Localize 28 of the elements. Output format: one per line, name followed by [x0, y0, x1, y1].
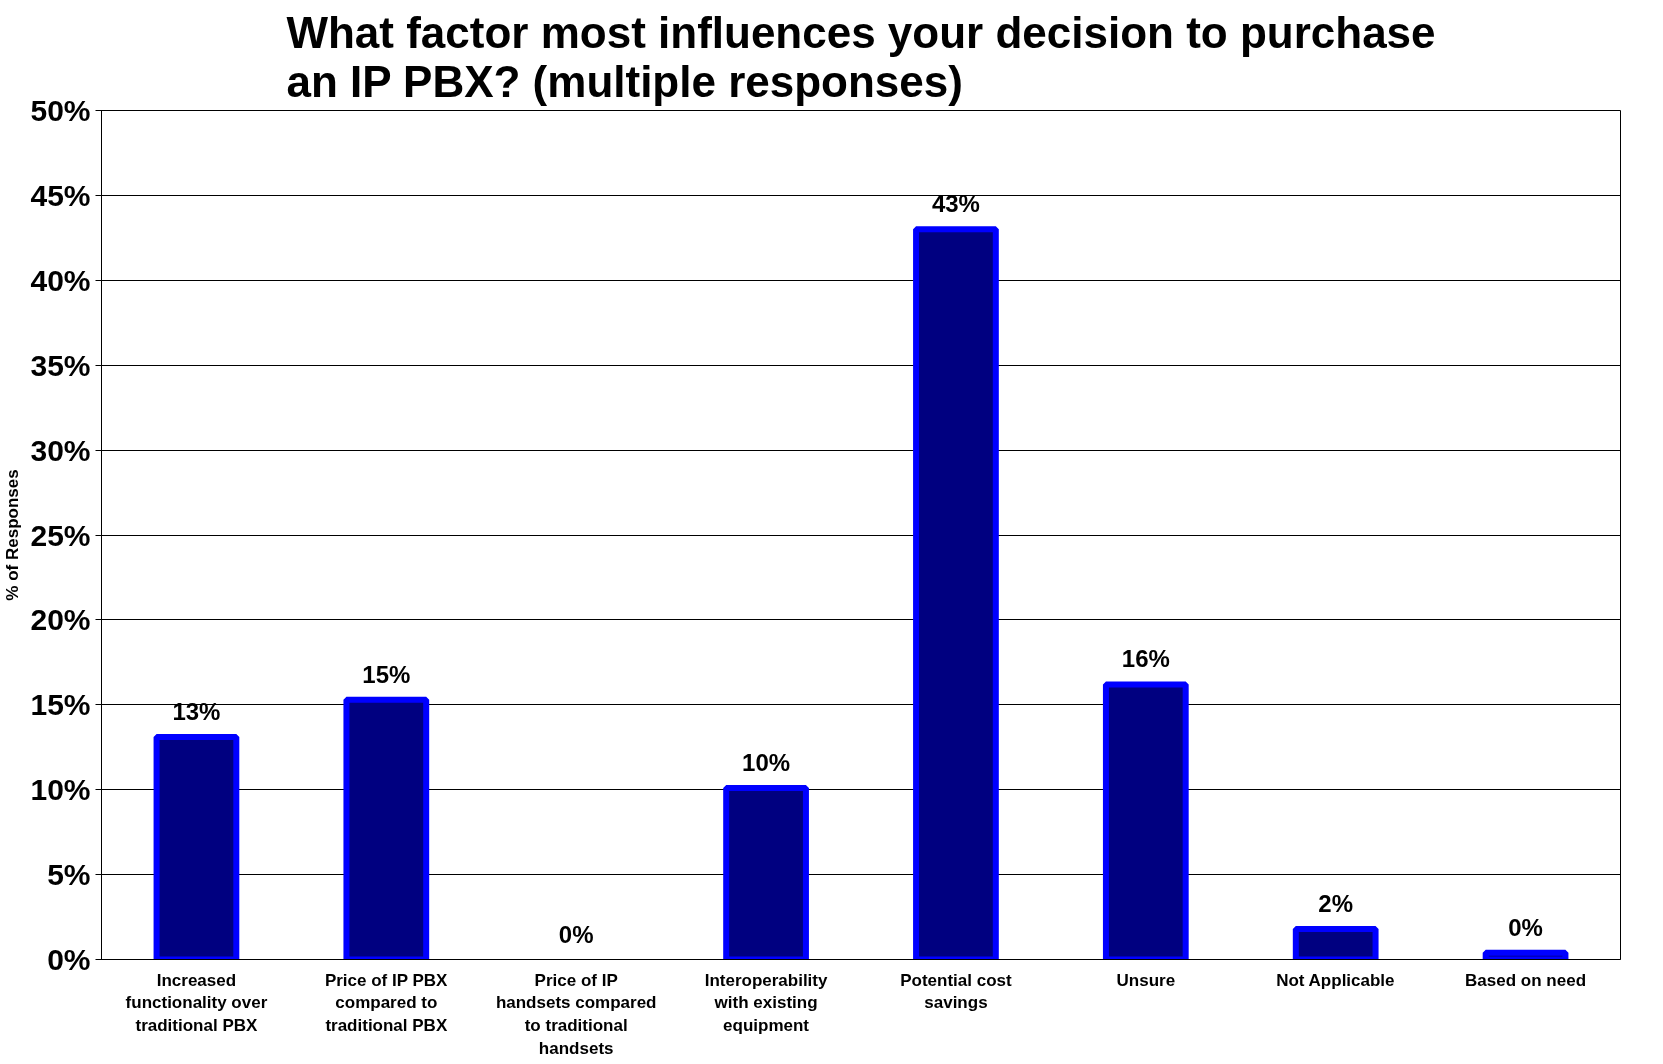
chart-title: What factor most influences your decision to purchase an IP PBX? (multiple responses): [286, 7, 1436, 106]
data-label: 0%: [1508, 913, 1543, 941]
x-tick-label: Interoperability with existing equipment: [704, 970, 829, 1036]
x-tick-label: Unsure: [1116, 970, 1176, 990]
y-tick-label: 30%: [30, 433, 91, 467]
y-tick-label: 35%: [30, 348, 91, 382]
data-label: 10%: [742, 749, 791, 776]
data-label: 43%: [931, 190, 980, 218]
y-tick-label: 20%: [30, 603, 91, 637]
data-label: 15%: [362, 660, 411, 688]
y-tick-label: 25%: [30, 518, 91, 552]
x-tick-label: Not Applicable: [1276, 970, 1395, 990]
y-tick-label: 45%: [30, 178, 91, 212]
y-tick-label: 50%: [30, 94, 91, 127]
data-label: 0%: [558, 920, 594, 948]
y-tick-label: 10%: [30, 773, 91, 807]
x-tick-label: Price of IP PBX compared to traditional PBX: [324, 970, 449, 1036]
y-tick-label: 15%: [30, 688, 91, 722]
y-tick-label: 0%: [47, 943, 91, 976]
x-tick-label: Increased functionality over traditional PBX: [125, 970, 268, 1036]
y-tick-label: 40%: [30, 263, 91, 297]
y-tick-label: 5%: [47, 858, 91, 892]
x-tick-label: Based on need: [1465, 970, 1587, 990]
data-label: 16%: [1121, 645, 1170, 673]
y-axis-title: % of Responses: [3, 469, 23, 601]
data-label: 2%: [1318, 889, 1354, 917]
x-tick-label: Price of IP handsets compared to traditional handsets: [495, 970, 657, 1058]
x-tick-label: Potential cost savings: [900, 970, 1013, 1013]
